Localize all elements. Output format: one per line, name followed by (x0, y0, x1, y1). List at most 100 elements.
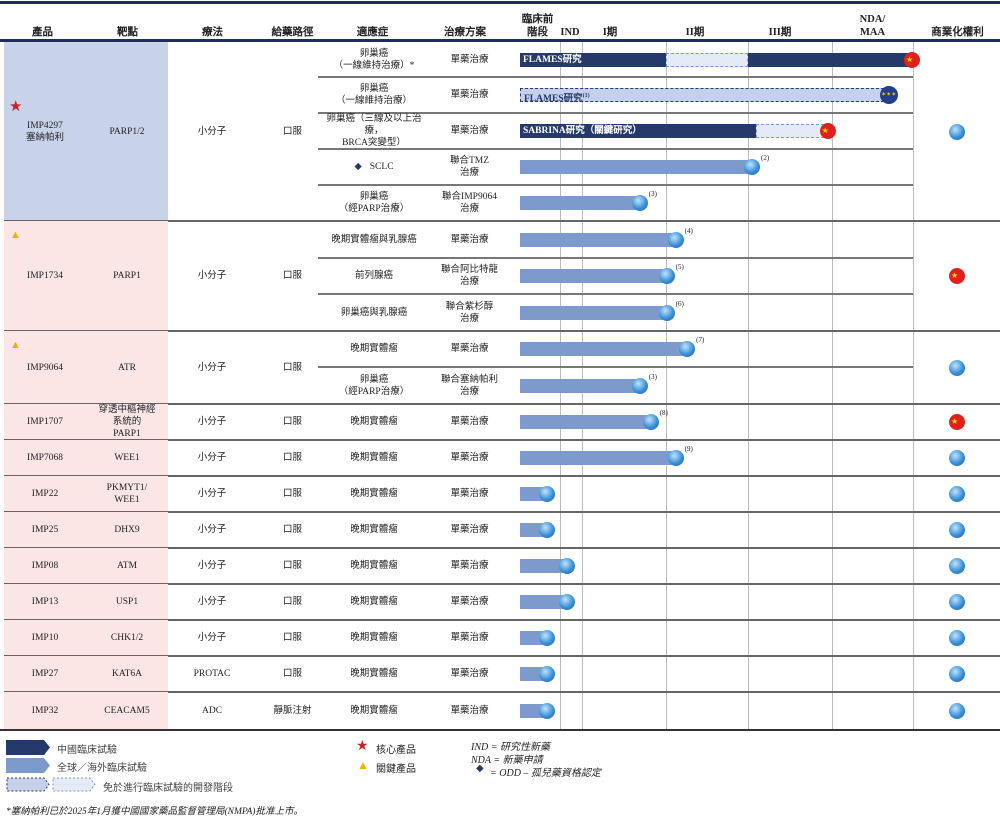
product-name: IMP27 (31, 669, 59, 679)
indication-text: 晚期實體瘤 (350, 453, 398, 463)
commercial-globe-icon (949, 630, 965, 646)
top-rule (0, 1, 1000, 4)
product-separator (4, 547, 1000, 549)
product-cell-bg (4, 620, 168, 656)
regimen: 單藥治療 (450, 633, 489, 643)
product-modality: 小分子 (197, 561, 227, 571)
row-separator (318, 148, 913, 150)
commercial-globe-icon (949, 486, 965, 502)
trial-bar-china: SABRINA研究（關鍵研究） (520, 124, 757, 138)
product-route: 口服 (282, 453, 302, 463)
product-modality: 小分子 (197, 489, 227, 499)
core-product-star-icon: ★ (9, 99, 23, 115)
globe-icon (539, 630, 556, 646)
product-name: IMP9064 (27, 362, 63, 373)
product-separator (4, 511, 1000, 513)
indication-text: 卵巢癌 （經PARP治療） (338, 192, 410, 214)
indication-text: 卵巢癌（三線及以上治療， BRCA突變型） (326, 114, 422, 148)
regimen: 單藥治療 (450, 344, 489, 354)
indication: 晚期實體瘤 (318, 440, 430, 476)
regimen: 單藥治療 (450, 706, 489, 716)
regimen: 聯合塞納帕利 治療 (440, 374, 498, 397)
row-separator (318, 76, 913, 78)
regimen: 單藥治療 (450, 126, 489, 136)
legend-waived-label: 免於進行臨床試驗的開發階段 (103, 783, 233, 794)
globe-icon (679, 341, 696, 357)
product-target: ATR (118, 362, 136, 373)
product-target: WEE1 (114, 453, 140, 463)
product-modality: 小分子 (197, 126, 227, 137)
product-route: 口服 (282, 417, 302, 427)
regimen: 聯合阿比特龍 治療 (440, 265, 498, 287)
product-cell-bg (4, 584, 168, 620)
trial-bar-waived_dark: FLAMES研究(1) (520, 88, 889, 104)
product-target: PARP1/2 (109, 126, 145, 137)
legend-global-swatch (6, 758, 50, 773)
footnote-ref: (8) (659, 409, 668, 417)
globe-icon (667, 450, 684, 466)
regimen: 單藥治療 (450, 234, 489, 245)
globe-icon (539, 522, 556, 538)
product-modality: 小分子 (197, 597, 227, 607)
indication: 卵巢癌（三線及以上治療， BRCA突變型） (318, 113, 430, 149)
product-target: DHX9 (114, 525, 140, 535)
header-rule (0, 39, 1000, 42)
product-cell-bg (4, 440, 168, 476)
product-separator (4, 655, 1000, 657)
phase-gridline (832, 42, 833, 730)
product-separator (4, 220, 1000, 222)
regimen: 單藥治療 (450, 597, 489, 607)
regimen: 單藥治療 (450, 669, 489, 679)
trial-bar-global (520, 595, 568, 609)
phase-gridline (748, 42, 749, 730)
product-target: KAT6A (111, 669, 143, 679)
trial-bar-global (520, 305, 668, 320)
indication-text: 卵巢癌與乳腺癌 (340, 307, 408, 318)
product-modality: 小分子 (197, 633, 227, 643)
header-phase2: II期 (685, 27, 705, 38)
product-name: IMP13 (31, 597, 59, 607)
product-route: 口服 (282, 362, 302, 373)
indication-text: 晚期實體瘤 (350, 597, 398, 607)
trial-bar-global (520, 415, 652, 429)
product-name: IMP32 (31, 706, 59, 716)
product-modality: PROTAC (193, 669, 231, 679)
footnote-ref: (2) (761, 154, 770, 162)
indication: 卵巢癌與乳腺癌 (318, 294, 430, 331)
globe-icon (667, 231, 684, 248)
product-modality: 小分子 (197, 525, 227, 535)
indication-text: 晚期實體瘤 (350, 525, 398, 535)
footnote-ref: (1) (582, 93, 590, 99)
header-indication: 適應症 (356, 27, 389, 38)
product-cell-bg (4, 512, 168, 548)
product-route: 口服 (282, 669, 302, 679)
commercial-globe-icon (949, 450, 965, 466)
indication-text: SCLC (369, 162, 394, 172)
indication: 晚期實體瘤 (318, 656, 430, 692)
regimen: 聯合IMP9064 治療 (442, 192, 497, 214)
product-separator (4, 403, 1000, 405)
product-modality: 小分子 (197, 362, 227, 373)
globe-icon (642, 414, 659, 430)
globe-icon (558, 594, 575, 610)
commercial-china-flag-icon: ★ (949, 268, 965, 284)
bottom-rule (0, 729, 1000, 731)
commercial-globe-icon (949, 666, 965, 682)
globe-icon (539, 486, 556, 502)
indication-text: 晚期實體瘤 (350, 706, 398, 716)
product-route: 口服 (282, 597, 302, 607)
commercial-globe-icon (949, 594, 965, 610)
product-cell-bg (4, 548, 168, 584)
trial-bar-china (748, 52, 913, 67)
header-route: 給藥路徑 (271, 27, 314, 38)
product-route: 口服 (282, 633, 302, 643)
indication: 卵巢癌 （一線維持治療） (318, 77, 430, 113)
product-name: IMP1734 (27, 271, 63, 281)
header-preclinical: 臨床前 階段 (521, 14, 554, 38)
indication: 晚期實體瘤與乳腺癌 (318, 221, 430, 258)
product-separator (4, 583, 1000, 585)
key-product-triangle-icon: ▲ (10, 339, 21, 351)
product-name: IMP22 (31, 489, 59, 499)
indication: 晚期實體瘤 (318, 548, 430, 584)
globe-icon (744, 159, 761, 175)
